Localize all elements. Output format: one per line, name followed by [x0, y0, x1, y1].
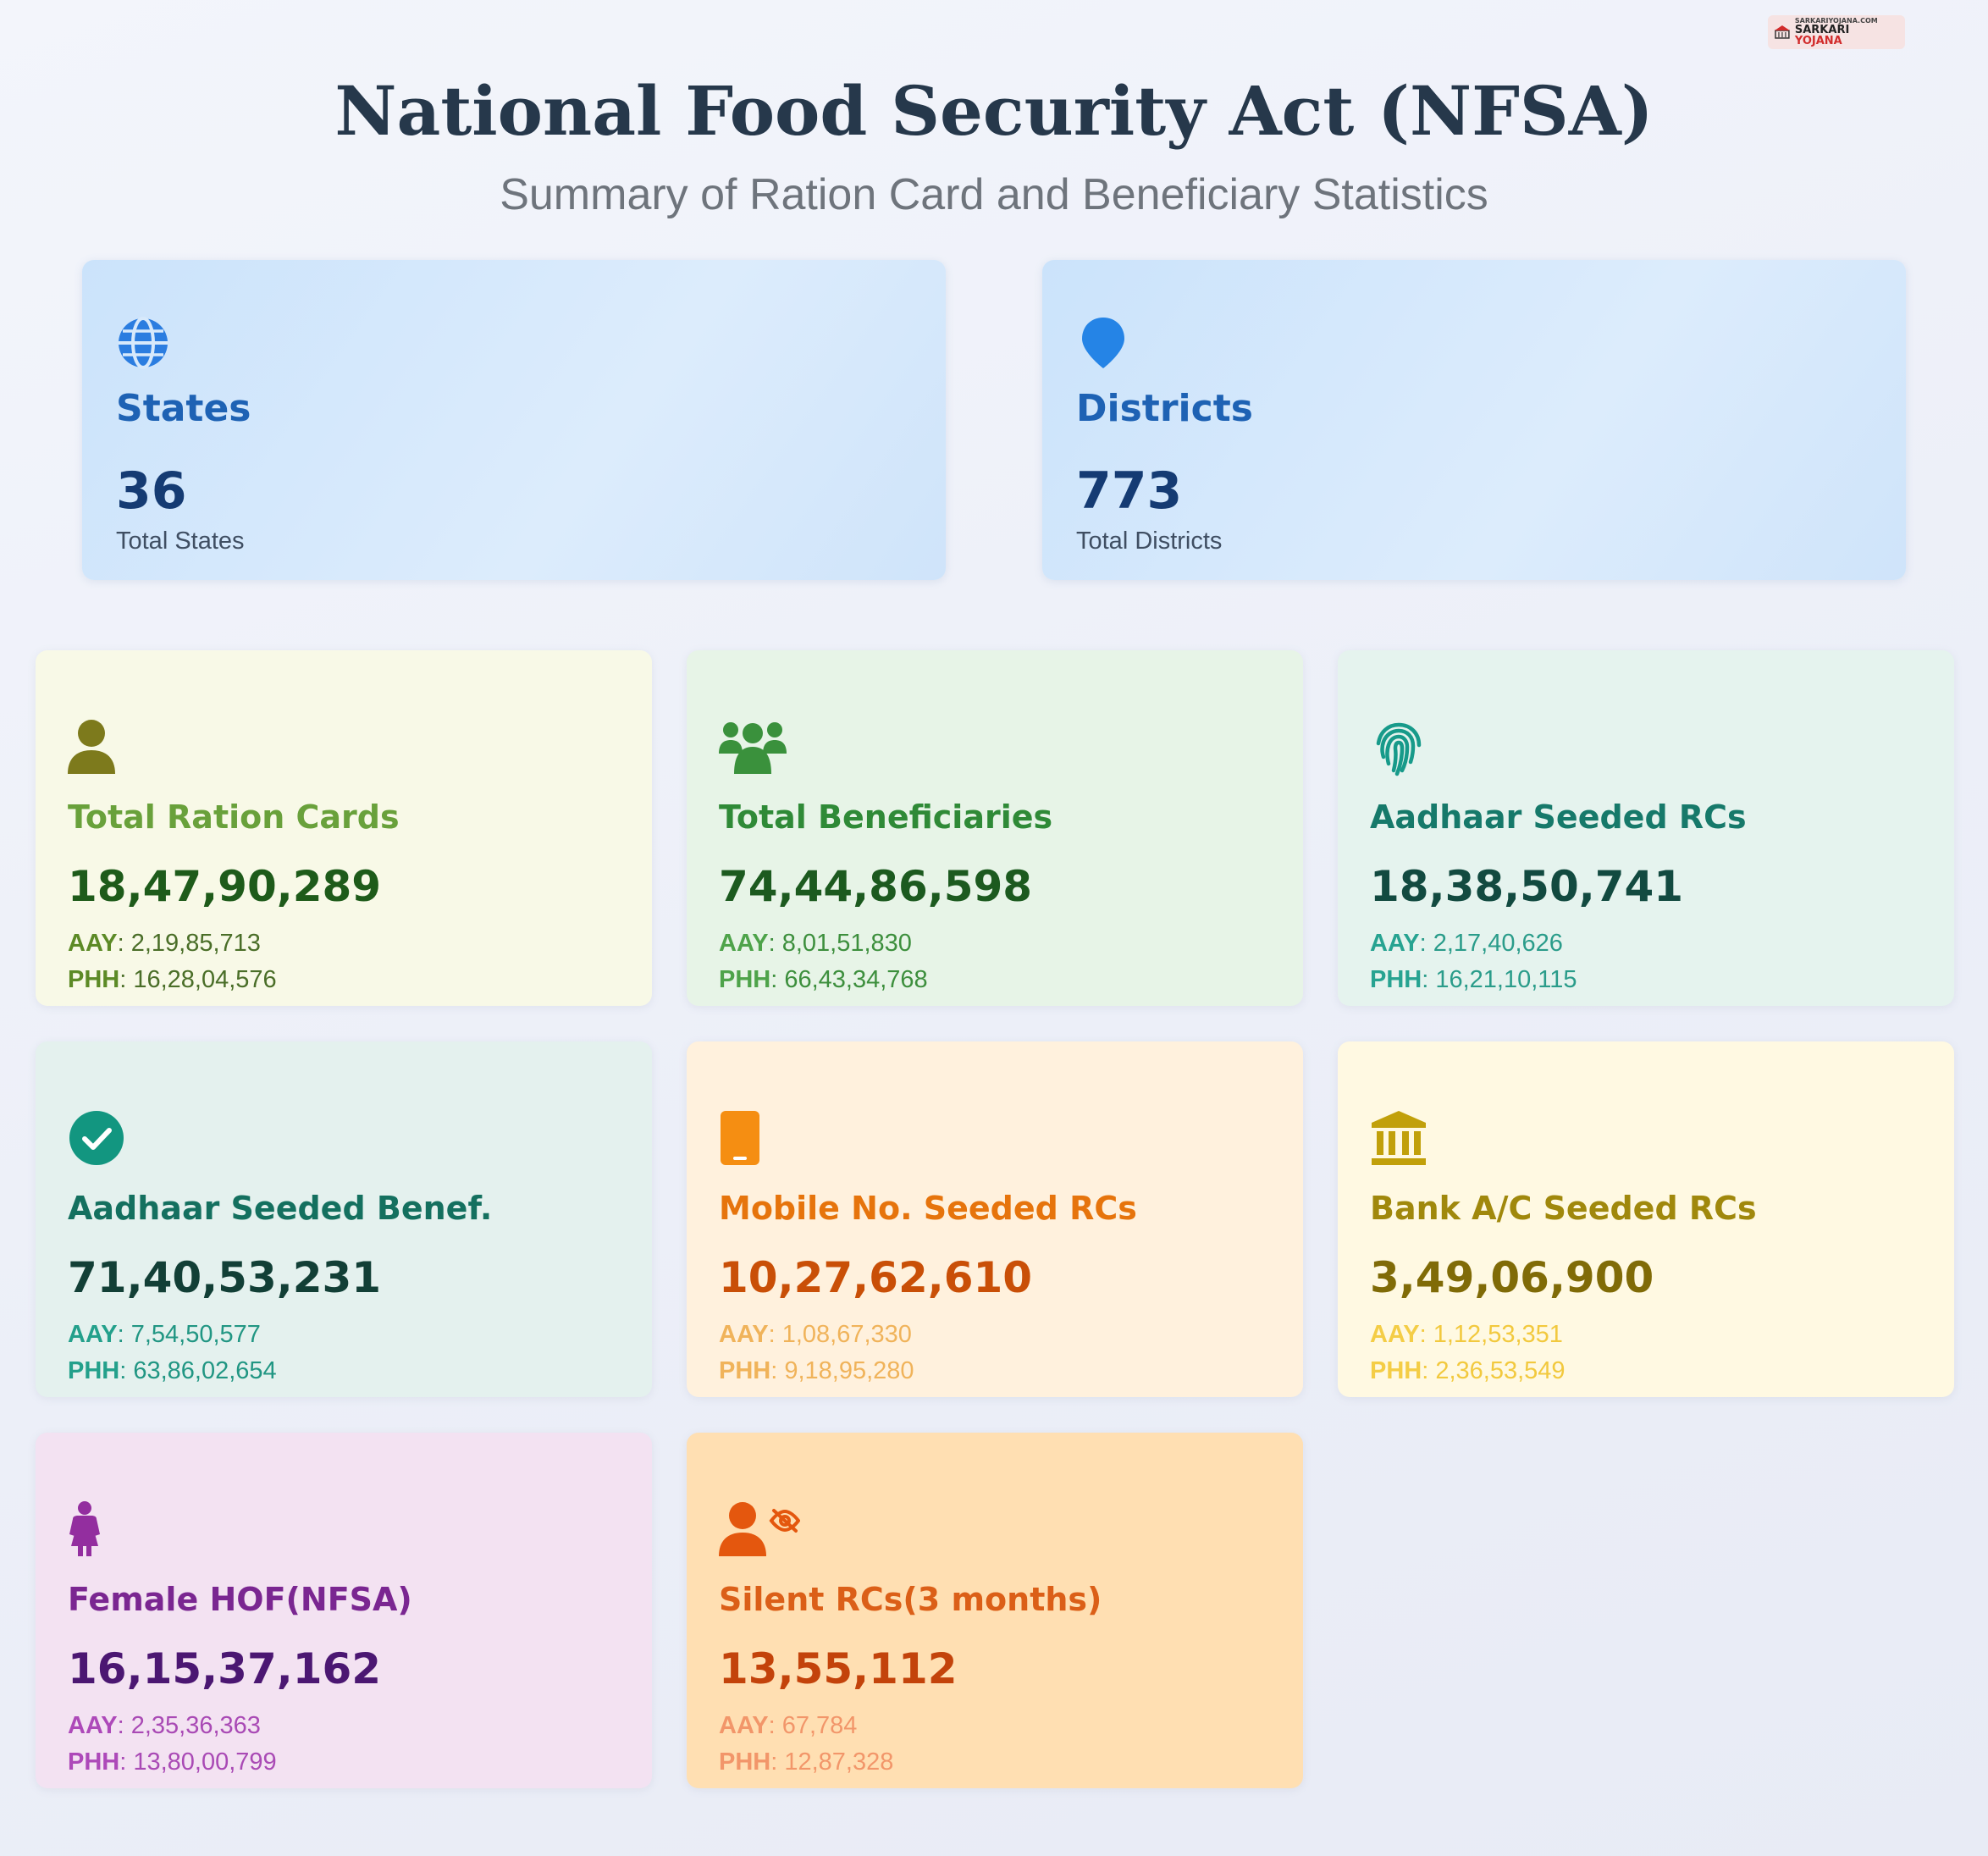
card-label: Aadhaar Seeded Benef. [68, 1190, 493, 1227]
user-hidden-icon [719, 1502, 800, 1556]
aay-line: AAY: 8,01,51,830 [719, 930, 912, 957]
phh-value: 2,36,53,549 [1435, 1357, 1566, 1384]
aay-line: AAY: 2,19,85,713 [68, 930, 261, 957]
card-value: 10,27,62,610 [719, 1253, 1033, 1302]
mobile-phone-icon [721, 1111, 759, 1165]
aay-line: AAY: 1,08,67,330 [719, 1321, 912, 1348]
aay-line: AAY: 2,17,40,626 [1370, 930, 1563, 957]
stat-card-female-hof: Female HOF(NFSA) 16,15,37,162 AAY: 2,35,… [36, 1433, 652, 1788]
building-logo-icon [1774, 25, 1790, 39]
stat-card-silent-rcs: Silent RCs(3 months) 13,55,112 AAY: 67,7… [687, 1433, 1303, 1788]
phh-value: 63,86,02,654 [133, 1357, 277, 1384]
page-title: National Food Security Act (NFSA) [334, 71, 1654, 151]
card-label: Female HOF(NFSA) [68, 1581, 412, 1618]
card-label: Bank A/C Seeded RCs [1370, 1190, 1757, 1227]
card-value: 13,55,112 [719, 1644, 958, 1693]
aay-line: AAY: 2,35,36,363 [68, 1712, 261, 1739]
stat-card-aadhaar-seeded-rcs: Aadhaar Seeded RCs 18,38,50,741 AAY: 2,1… [1338, 650, 1954, 1006]
phh-value: 12,87,328 [784, 1748, 894, 1776]
card-label: Silent RCs(3 months) [719, 1581, 1102, 1618]
stat-card-total-beneficiaries: Total Beneficiaries 74,44,86,598 AAY: 8,… [687, 650, 1303, 1006]
states-card: States 36 Total States [82, 260, 946, 580]
card-value: 18,47,90,289 [68, 862, 382, 911]
users-group-icon [719, 722, 787, 774]
logo-brand: SARKARI YOJANA [1794, 24, 1850, 47]
card-value: 71,40,53,231 [68, 1253, 382, 1302]
card-label: Total Beneficiaries [719, 798, 1053, 836]
phh-value: 13,80,00,799 [133, 1748, 277, 1776]
bank-icon [1372, 1111, 1426, 1165]
aay-line: AAY: 1,12,53,351 [1370, 1321, 1563, 1348]
districts-card: Districts 773 Total Districts [1042, 260, 1906, 580]
phh-line: PHH: 13,80,00,799 [68, 1748, 277, 1776]
fingerprint-icon [1376, 722, 1422, 776]
stat-card-mobile-seeded-rcs: Mobile No. Seeded RCs 10,27,62,610 AAY: … [687, 1041, 1303, 1397]
page-subtitle: Summary of Ration Card and Beneficiary S… [500, 170, 1488, 219]
phh-value: 66,43,34,768 [784, 966, 928, 993]
phh-value: 16,21,10,115 [1435, 966, 1577, 993]
stat-card-aadhaar-seeded-benef: Aadhaar Seeded Benef. 71,40,53,231 AAY: … [36, 1041, 652, 1397]
states-caption: Total States [116, 528, 245, 555]
aay-value: 67,784 [781, 1712, 858, 1739]
states-value: 36 [116, 461, 187, 521]
aay-value: 2,19,85,713 [130, 930, 261, 957]
brand-logo: SARKARIYOJANA.COM SARKARI YOJANA [1768, 15, 1905, 49]
phh-value: 9,18,95,280 [784, 1357, 914, 1384]
phh-line: PHH: 2,36,53,549 [1370, 1357, 1566, 1384]
phh-line: PHH: 63,86,02,654 [68, 1357, 277, 1384]
states-label: States [116, 387, 251, 430]
card-value: 16,15,37,162 [68, 1644, 382, 1693]
districts-label: Districts [1076, 387, 1253, 430]
aay-line: AAY: 67,784 [719, 1712, 858, 1739]
phh-line: PHH: 16,21,10,115 [1370, 966, 1577, 993]
phh-value: 16,28,04,576 [133, 966, 277, 993]
card-label: Aadhaar Seeded RCs [1370, 798, 1747, 836]
aay-value: 7,54,50,577 [130, 1321, 261, 1348]
check-circle-icon [69, 1111, 124, 1165]
globe-icon [119, 317, 168, 369]
card-label: Mobile No. Seeded RCs [719, 1190, 1137, 1227]
card-value: 74,44,86,598 [719, 862, 1033, 911]
phh-line: PHH: 12,87,328 [719, 1748, 894, 1776]
stat-card-total-ration-cards: Total Ration Cards 18,47,90,289 AAY: 2,1… [36, 650, 652, 1006]
aay-value: 2,17,40,626 [1433, 930, 1563, 957]
stat-card-bank-seeded-rcs: Bank A/C Seeded RCs 3,49,06,900 AAY: 1,1… [1338, 1041, 1954, 1397]
phh-line: PHH: 66,43,34,768 [719, 966, 928, 993]
aay-value: 1,12,53,351 [1433, 1321, 1563, 1348]
aay-line: AAY: 7,54,50,577 [68, 1321, 261, 1348]
districts-value: 773 [1076, 461, 1183, 521]
phh-line: PHH: 9,18,95,280 [719, 1357, 914, 1384]
districts-caption: Total Districts [1076, 528, 1223, 555]
card-value: 3,49,06,900 [1370, 1253, 1654, 1302]
female-icon [69, 1501, 100, 1556]
card-value: 18,38,50,741 [1370, 862, 1684, 911]
phh-line: PHH: 16,28,04,576 [68, 966, 277, 993]
aay-value: 1,08,67,330 [781, 1321, 912, 1348]
user-icon [68, 720, 115, 774]
map-pin-icon [1082, 318, 1124, 368]
card-label: Total Ration Cards [68, 798, 400, 836]
aay-value: 8,01,51,830 [781, 930, 912, 957]
aay-value: 2,35,36,363 [130, 1712, 261, 1739]
logo-domain: SARKARIYOJANA.COM [1794, 17, 1878, 25]
